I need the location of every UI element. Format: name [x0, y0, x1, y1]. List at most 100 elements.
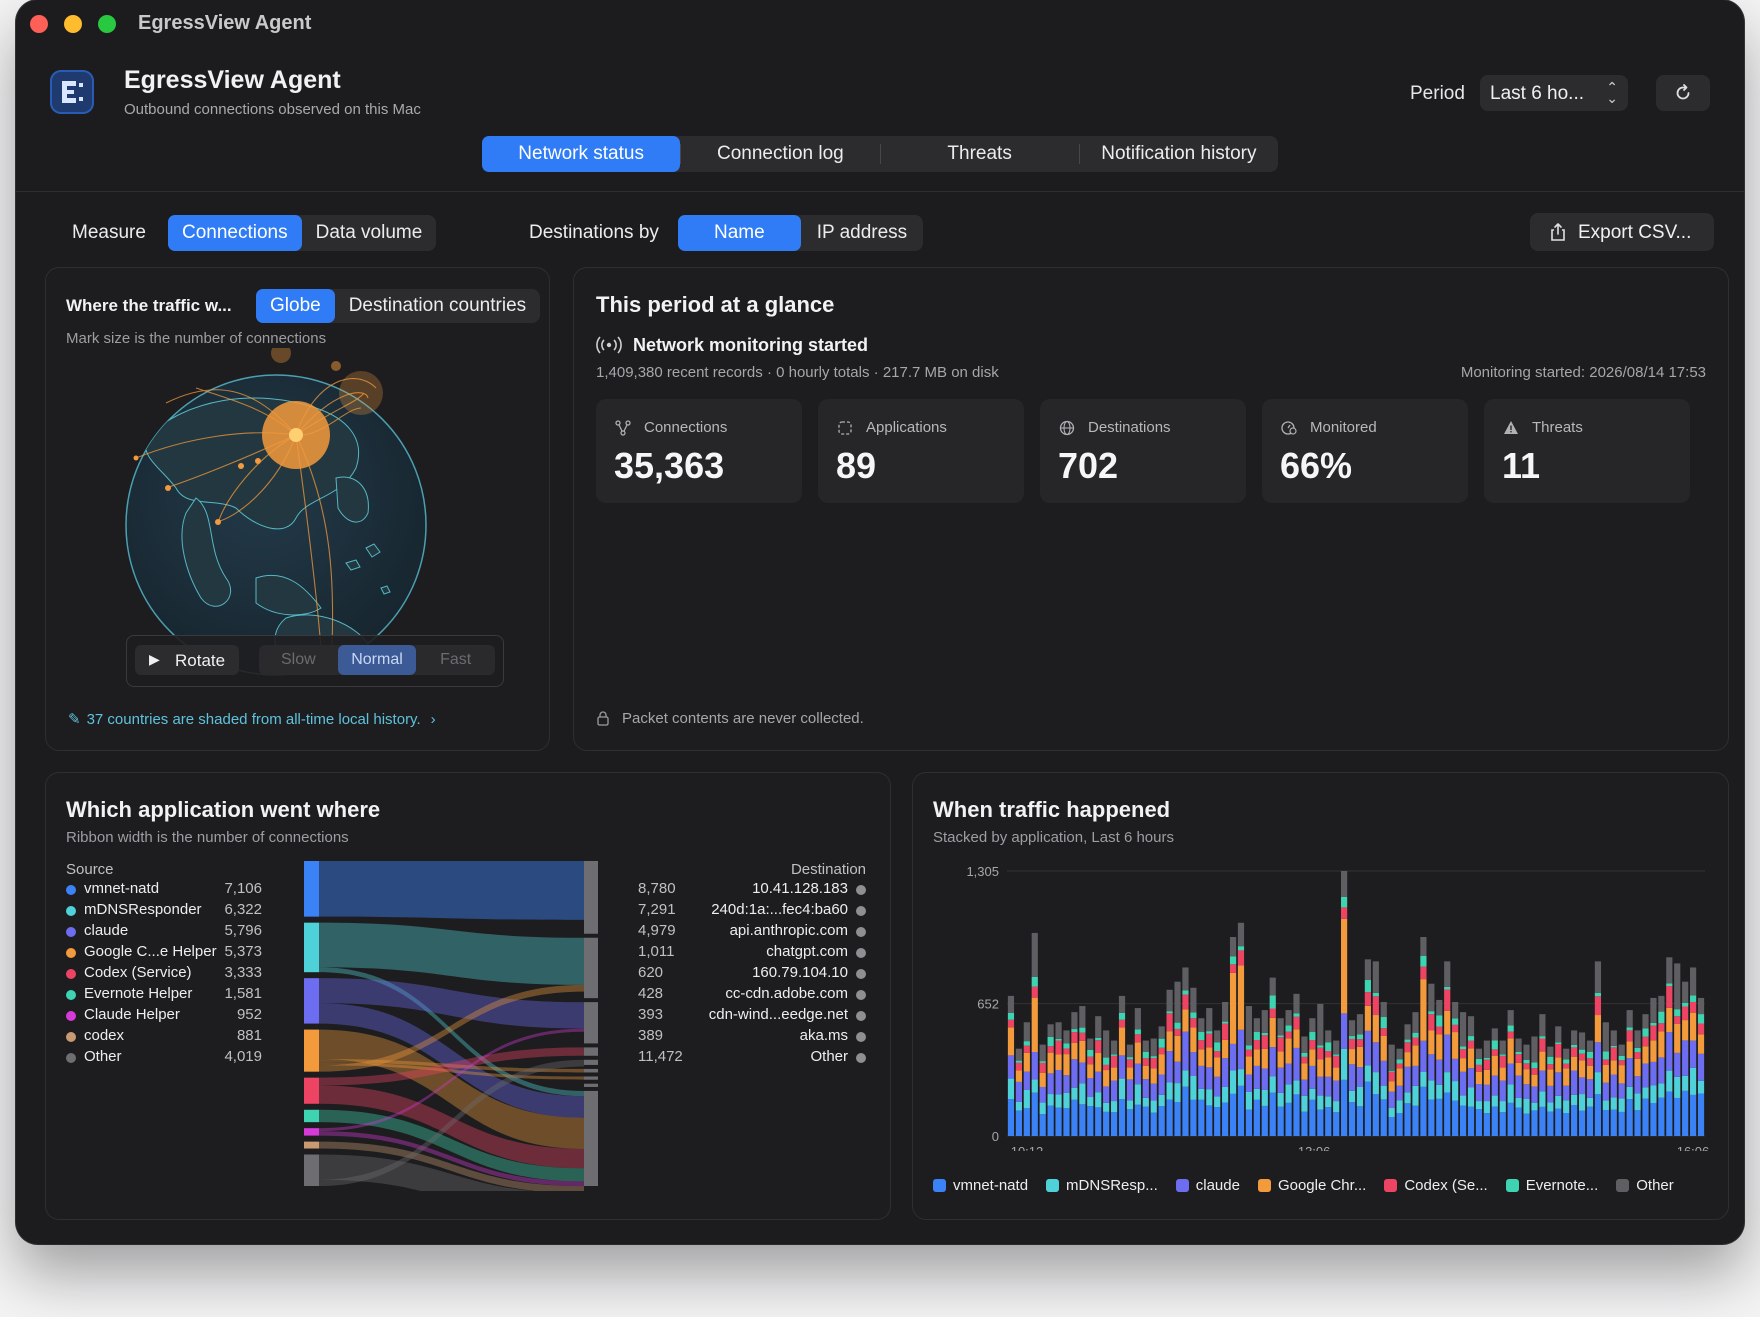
sankey-ribbon[interactable] [319, 967, 584, 1097]
sankey-ribbon[interactable] [319, 1109, 584, 1182]
sankey-ribbon[interactable] [319, 1003, 584, 1118]
sankey-ribbon[interactable] [319, 1062, 584, 1080]
tab-notification-history[interactable]: Notification history [1101, 143, 1257, 164]
legend-item[interactable]: vmnet-natd [933, 1177, 1028, 1194]
legend-swatch [66, 927, 76, 937]
destination-row[interactable]: 11,472 Other [638, 1048, 866, 1068]
sankey-diagram[interactable] [304, 861, 624, 1191]
sankey-source-node[interactable] [304, 861, 319, 917]
legend-item[interactable]: Google Chr... [1257, 1177, 1366, 1194]
legend-item[interactable]: Other [1616, 1177, 1674, 1194]
zoom-window-button[interactable] [98, 15, 116, 33]
legend-item[interactable]: Evernote... [1505, 1177, 1599, 1194]
bar-segment [1555, 1057, 1562, 1073]
destination-row[interactable]: 8,780 10.41.128.183 [638, 880, 866, 900]
legend-swatch [856, 948, 866, 958]
refresh-button[interactable] [1656, 75, 1710, 111]
globe-map[interactable] [106, 348, 496, 688]
legend-item[interactable]: claude [1175, 1177, 1240, 1194]
sankey-source-node[interactable] [304, 922, 319, 973]
view-globe[interactable]: Globe [256, 289, 335, 323]
sankey-ribbon[interactable] [319, 1047, 584, 1086]
traffic-time-chart[interactable]: 0 652 1,305 10:12 13:06 16:06 [923, 851, 1713, 1151]
speed-normal[interactable]: Normal [337, 645, 417, 675]
sankey-ribbon[interactable] [319, 922, 584, 985]
sankey-destination-node[interactable] [584, 1076, 598, 1080]
view-destination-countries[interactable]: Destination countries [348, 295, 527, 316]
sankey-source-node[interactable] [304, 1154, 319, 1186]
destination-row[interactable]: 1,011 chatgpt.com [638, 943, 866, 963]
bar-segment [1499, 1112, 1506, 1136]
bar-segment [1079, 1083, 1086, 1105]
destination-row[interactable]: 389 aka.ms [638, 1027, 866, 1047]
sankey-destination-node[interactable] [584, 937, 598, 999]
sankey-source-node[interactable] [304, 1141, 319, 1149]
sankey-ribbon[interactable] [319, 1141, 584, 1191]
sankey-ribbon[interactable] [319, 1059, 584, 1186]
destination-row[interactable]: 7,291 240d:1a:...fec4:ba60 [638, 901, 866, 921]
sankey-ribbon[interactable] [319, 1154, 584, 1191]
source-name: Claude Helper [84, 1006, 180, 1023]
sankey-ribbon[interactable] [319, 861, 584, 920]
bar-segment [1277, 1018, 1284, 1036]
speed-slow[interactable]: Slow [280, 651, 316, 668]
destination-row[interactable]: 393 cdn-wind...eedge.net [638, 1006, 866, 1026]
bar-segment [1333, 1054, 1340, 1056]
export-csv-button[interactable]: Export CSV... [1530, 213, 1714, 251]
legend-label: Evernote... [1525, 1177, 1599, 1194]
source-row[interactable]: claude 5,796 [66, 922, 262, 942]
sankey-ribbon[interactable] [319, 1085, 584, 1169]
tab-threats[interactable]: Threats [947, 143, 1012, 164]
source-row[interactable]: Claude Helper 952 [66, 1006, 262, 1026]
dest-by-name[interactable]: Name [678, 215, 801, 251]
sankey-ribbon[interactable] [319, 984, 584, 1072]
source-row[interactable]: codex 881 [66, 1027, 262, 1047]
destination-row[interactable]: 620 160.79.104.10 [638, 964, 866, 984]
dest-by-ip[interactable]: IP address [816, 222, 908, 243]
source-row[interactable]: Codex (Service) 3,333 [66, 964, 262, 984]
bar-segment [1023, 1045, 1030, 1053]
sankey-destination-node[interactable] [584, 1068, 598, 1073]
bar-segment [1047, 1024, 1054, 1037]
source-row[interactable]: vmnet-natd 7,106 [66, 880, 262, 900]
destination-row[interactable]: 4,979 api.anthropic.com [638, 922, 866, 942]
bar-segment [1571, 1094, 1578, 1106]
sankey-destination-node[interactable] [584, 1090, 598, 1186]
sankey-ribbon[interactable] [319, 1059, 584, 1073]
sankey-destination-node[interactable] [584, 1083, 598, 1087]
sankey-destination-node[interactable] [584, 1047, 598, 1056]
measure-data-volume[interactable]: Data volume [315, 222, 423, 243]
tab-network-status[interactable]: Network status [482, 136, 681, 172]
close-window-button[interactable] [30, 15, 48, 33]
speed-fast[interactable]: Fast [440, 651, 472, 668]
sankey-ribbon[interactable] [319, 1131, 584, 1187]
destination-row[interactable]: 428 cc-cdn.adobe.com [638, 985, 866, 1005]
sankey-ribbon[interactable] [319, 1028, 584, 1132]
sankey-destination-node[interactable] [584, 861, 598, 934]
sankey-source-node[interactable] [304, 1029, 319, 1072]
bar-segment [1023, 1071, 1030, 1090]
countries-shaded-link[interactable]: ✎ 37 countries are shaded from all-time l… [68, 710, 436, 728]
legend-item[interactable]: mDNSResp... [1046, 1177, 1158, 1194]
measure-connections[interactable]: Connections [168, 215, 302, 251]
sankey-source-node[interactable] [304, 1109, 319, 1123]
tab-connection-log[interactable]: Connection log [716, 143, 844, 164]
source-row[interactable]: Google C...e Helper 5,373 [66, 943, 262, 963]
minimize-window-button[interactable] [64, 15, 82, 33]
period-select[interactable]: Last 6 ho... ⌃ ⌄ [1480, 75, 1628, 111]
sankey-source-node[interactable] [304, 1077, 319, 1104]
legend-item[interactable]: Codex (Se... [1384, 1177, 1488, 1194]
sankey-source-node[interactable] [304, 978, 319, 1024]
source-row[interactable]: Other 4,019 [66, 1048, 262, 1068]
source-row[interactable]: Evernote Helper 1,581 [66, 985, 262, 1005]
rotate-button[interactable]: ▶ Rotate [135, 645, 239, 675]
bar-segment [1229, 1070, 1237, 1094]
time-title: When traffic happened [933, 797, 1171, 822]
bar-segment [1293, 1016, 1300, 1030]
sankey-source-node[interactable] [304, 1128, 319, 1136]
sankey-destination-node[interactable] [584, 1059, 598, 1065]
sankey-ribbon[interactable] [319, 1029, 584, 1149]
sankey-destination-node[interactable] [584, 1002, 598, 1044]
source-row[interactable]: mDNSResponder 6,322 [66, 901, 262, 921]
sankey-ribbon[interactable] [319, 978, 584, 1029]
